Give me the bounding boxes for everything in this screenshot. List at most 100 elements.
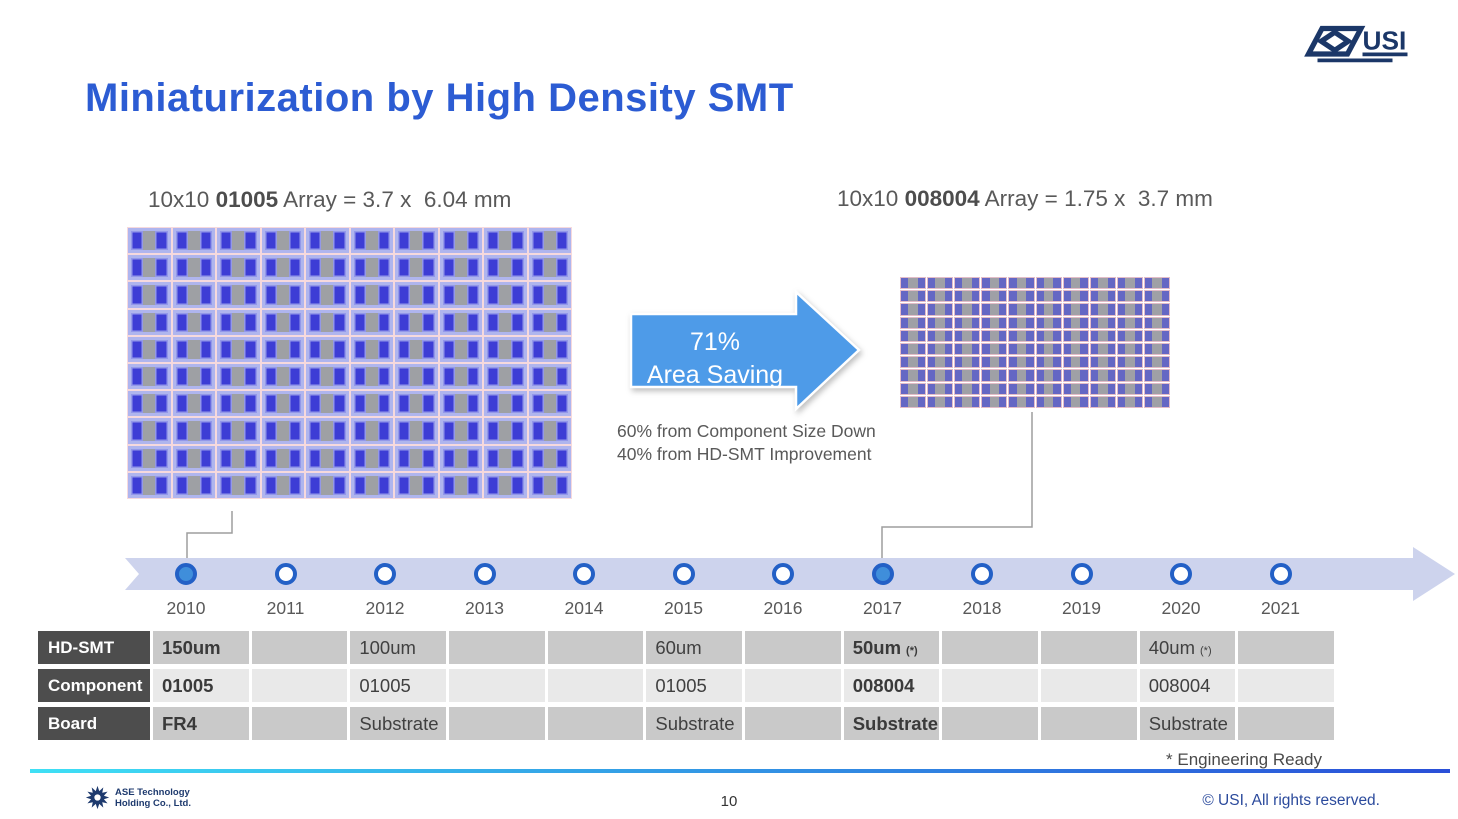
component-cell [127, 444, 172, 472]
component-cell [1062, 395, 1089, 408]
component-cell [216, 254, 261, 282]
component-cell [438, 308, 483, 336]
component-cell [305, 362, 350, 391]
component-cell [900, 395, 927, 408]
table-cell: Substrate [643, 707, 743, 740]
component-cell [216, 308, 261, 336]
table-cell [1038, 669, 1137, 702]
row-header: Board [38, 707, 150, 740]
timeline-year-label: 2012 [365, 598, 405, 618]
table-cell [939, 669, 1039, 702]
component-cell [1035, 382, 1062, 395]
component-cell [483, 362, 528, 391]
component-cell [1008, 277, 1035, 290]
component-cell [927, 290, 954, 303]
component-cell [927, 303, 954, 316]
component-cell [1116, 369, 1143, 382]
component-cell [394, 362, 439, 391]
component-cell [127, 335, 172, 364]
timeline-year-label: 2019 [1062, 598, 1101, 618]
table-cell: 01005 [150, 669, 249, 702]
component-cell [349, 471, 394, 500]
table-cell: 008004 [840, 669, 940, 702]
component-cell [127, 471, 172, 500]
component-cell [954, 369, 981, 382]
component-cell [900, 316, 927, 329]
table-cell [1235, 631, 1335, 664]
table-cell: Substrate [347, 707, 447, 740]
component-cell [483, 254, 528, 282]
component-cell [900, 356, 927, 369]
component-cell [127, 226, 172, 255]
component-cell [900, 329, 927, 342]
table-cell [544, 707, 644, 740]
component-cell [927, 329, 954, 342]
component-cell [216, 335, 261, 364]
table-cell: 01005 [643, 669, 743, 702]
table-cell: 50um (*) [840, 631, 940, 664]
component-cell [981, 382, 1008, 395]
component-cell [1143, 342, 1170, 356]
component-cell [1143, 303, 1170, 316]
component-cell [171, 335, 216, 364]
component-cell [954, 382, 981, 395]
ase-logo-line2: Holding Co., Ltd. [115, 797, 191, 809]
component-cell [483, 417, 528, 445]
component-cell [216, 226, 261, 255]
component-cell [394, 390, 439, 418]
component-cell [954, 290, 981, 303]
component-cell [1089, 395, 1116, 408]
table-cell [939, 631, 1039, 664]
component-cell [1116, 277, 1143, 290]
timeline-year-label: 2011 [266, 598, 305, 618]
component-cell [527, 308, 572, 336]
component-cell [1008, 395, 1035, 408]
timeline-year-label: 2015 [664, 598, 703, 618]
component-cell [927, 395, 954, 408]
component-cell [527, 281, 572, 309]
table-cell [1038, 631, 1137, 664]
timeline-marker-2017 [871, 563, 894, 585]
component-cell [438, 417, 483, 445]
component-cell [1089, 290, 1116, 303]
table-cell [1235, 669, 1335, 702]
row-header: Component [38, 669, 150, 702]
component-cell [900, 382, 927, 395]
table-cell: 008004 [1136, 669, 1236, 702]
component-cell [260, 226, 305, 255]
table-row-hd-smt: HD-SMT 150um 100um 60um 50um (*) 40um (*) [38, 631, 1335, 664]
component-cell [981, 369, 1008, 382]
timeline-marker-2019 [1070, 563, 1093, 585]
component-cell [1089, 356, 1116, 369]
usi-logo: USI [1298, 18, 1418, 66]
component-cell [981, 342, 1008, 356]
component-cell [1089, 329, 1116, 342]
timeline-marker-2013 [473, 563, 496, 585]
component-cell [527, 471, 572, 500]
component-cell [1008, 303, 1035, 316]
component-cell [1062, 329, 1089, 342]
component-cell [216, 362, 261, 391]
component-cell [171, 281, 216, 309]
table-cell [544, 631, 644, 664]
component-cell [954, 356, 981, 369]
component-cell [1143, 290, 1170, 303]
saving-line-1: 60% from Component Size Down [617, 421, 876, 441]
arrow-line2: Area Saving [647, 361, 783, 389]
component-cell [1062, 369, 1089, 382]
component-cell [927, 342, 954, 356]
component-cell [954, 342, 981, 356]
component-cell [954, 316, 981, 329]
component-cell [438, 444, 483, 472]
component-cell [260, 308, 305, 336]
timeline-marker-2016 [772, 563, 794, 585]
component-cell [394, 281, 439, 309]
component-cell [1089, 303, 1116, 316]
component-cell [305, 417, 350, 445]
component-cell [954, 329, 981, 342]
component-cell [349, 308, 394, 336]
component-cell [1035, 342, 1062, 356]
component-cell [1008, 316, 1035, 329]
component-cell [438, 254, 483, 282]
component-cell [1116, 316, 1143, 329]
